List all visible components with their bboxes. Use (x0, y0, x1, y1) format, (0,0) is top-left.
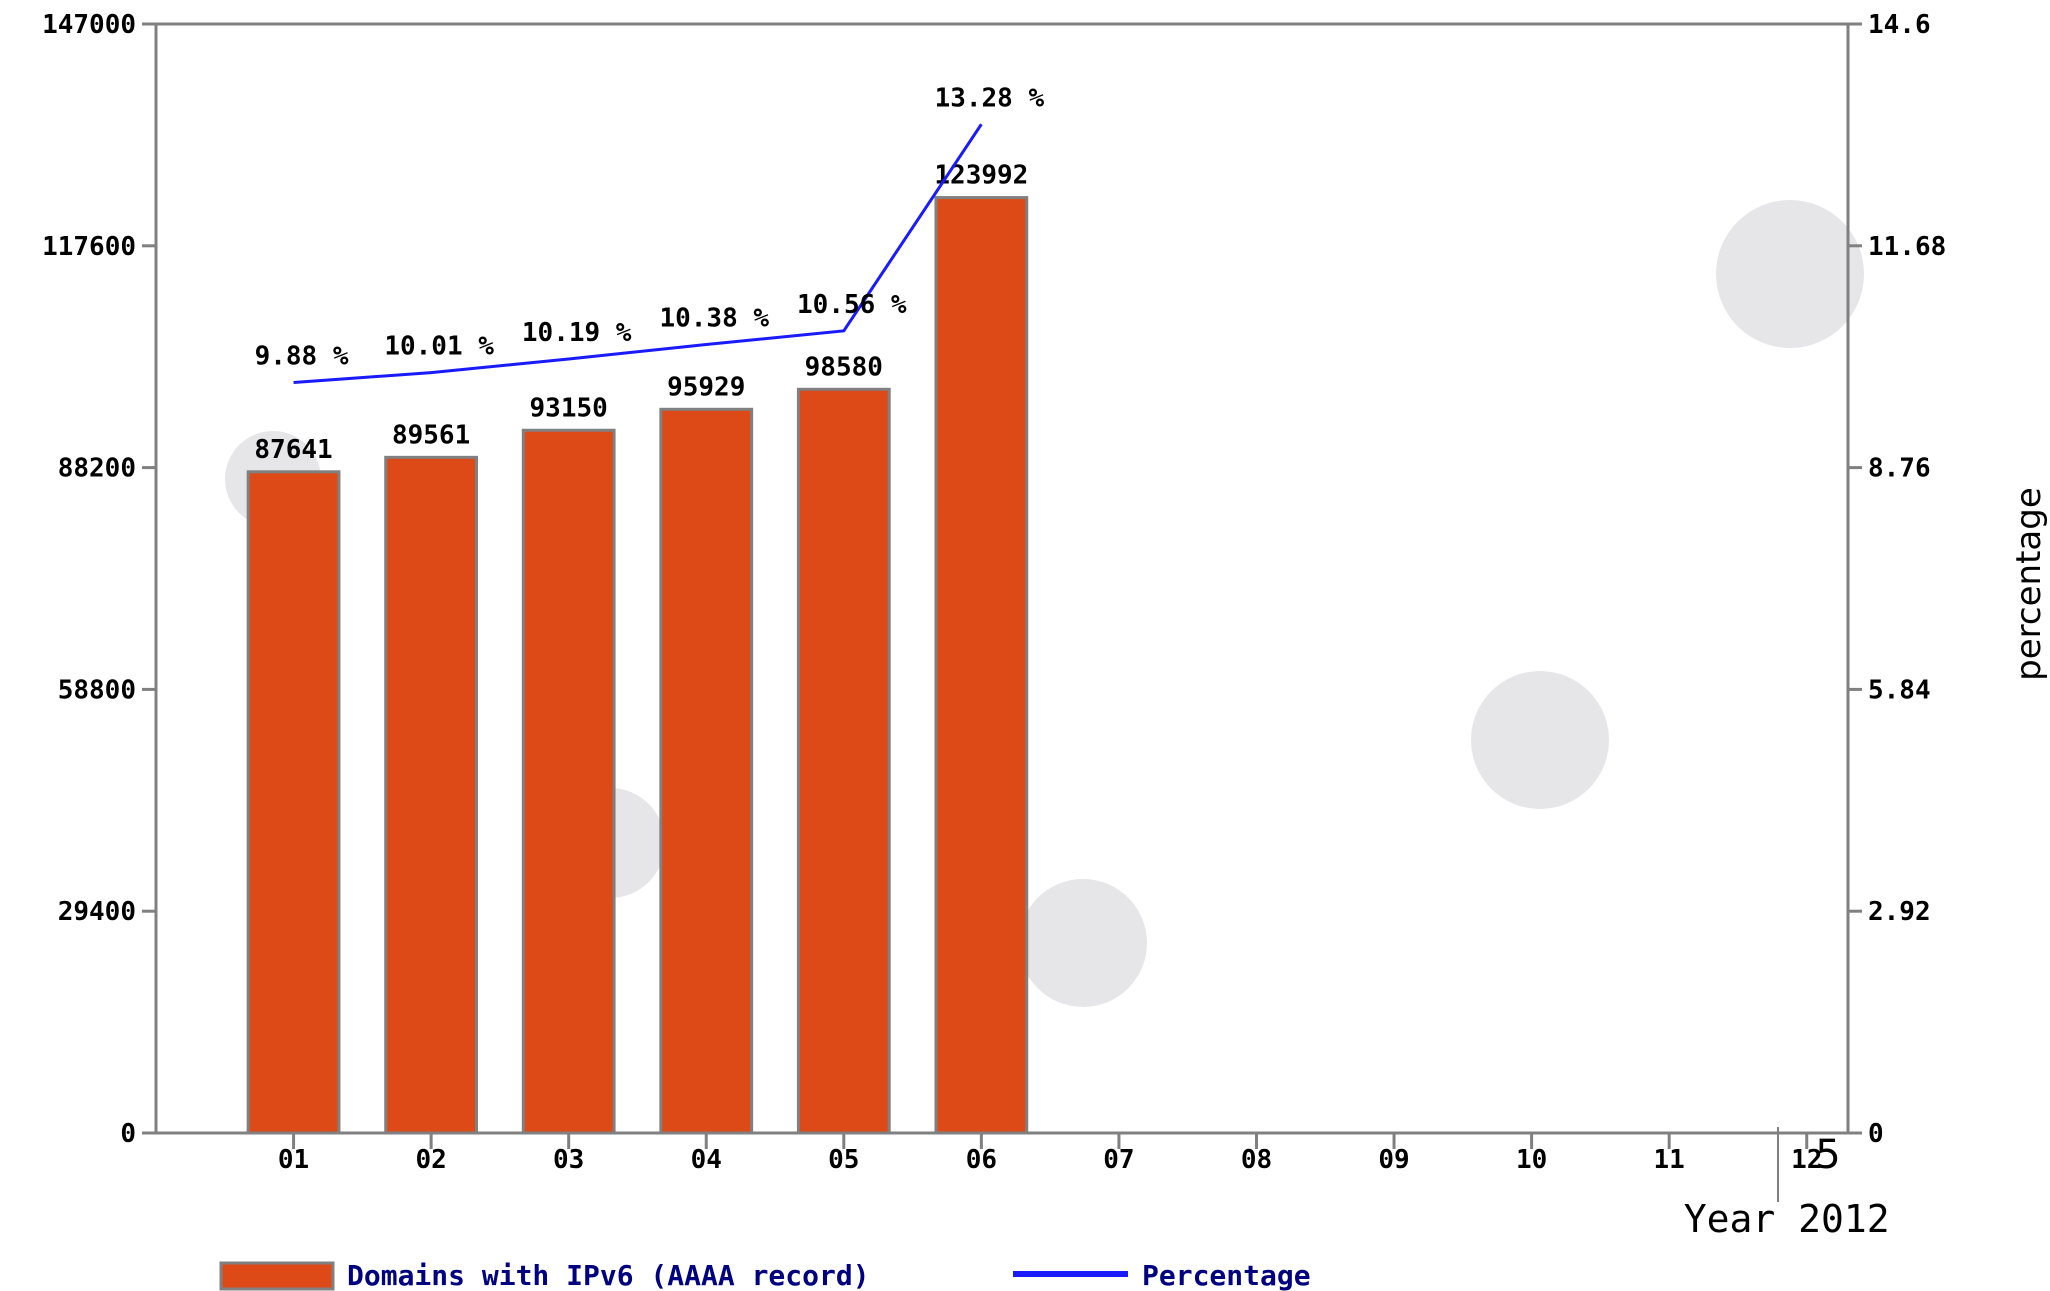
percentage-line (293, 123, 983, 385)
x-tick-label: 09 (1378, 1145, 1409, 1175)
percentage-label: 13.28 % (935, 83, 1045, 113)
legend-line-label: Percentage (1142, 1259, 1311, 1291)
corner-annotation: 5 (1815, 1132, 1840, 1178)
y-tick-label: 88200 (58, 454, 136, 484)
background-circle (1471, 671, 1609, 809)
x-tick-label: 04 (691, 1145, 722, 1175)
y2-tick-label: 14.6 (1868, 10, 1931, 40)
y-tick-label: 0 (120, 1119, 136, 1149)
bar (246, 470, 341, 1135)
bar (934, 196, 1029, 1135)
x-tick-label: 05 (828, 1145, 859, 1175)
bar-value-labels: 87641 89561 93150 95929 98580 123992 (254, 161, 1028, 465)
x-tick-label: 01 (278, 1145, 309, 1175)
x-tick-label: 12 (1791, 1145, 1822, 1175)
y2-axis-label: percentage (2009, 487, 2049, 681)
x-tick-label: 02 (415, 1145, 446, 1175)
percentage-label: 10.01 % (384, 332, 494, 362)
y-tick-label: 58800 (58, 675, 136, 705)
percentage-label: 10.38 % (659, 304, 769, 334)
y-tick-label: 117600 (42, 232, 136, 262)
background-circle (1716, 200, 1864, 348)
percentage-label: 10.56 % (797, 290, 907, 320)
bar (659, 407, 754, 1135)
legend-bar-swatch (219, 1261, 335, 1291)
bar-value-label: 89561 (392, 420, 470, 450)
y2-tick-label: 2.92 (1868, 897, 1931, 927)
y2-tick-label: 5.84 (1868, 675, 1931, 705)
bar (796, 387, 891, 1135)
bar-series (246, 196, 1029, 1135)
bar (521, 428, 616, 1135)
x-tick-label: 11 (1654, 1145, 1685, 1175)
bar-value-label: 95929 (667, 372, 745, 402)
y-tick-label: 29400 (58, 897, 136, 927)
legend: Domains with IPv6 (AAAA record) Percentag… (219, 1259, 1311, 1291)
y2-tick-label: 0 (1868, 1119, 1884, 1149)
percentage-labels: 9.88 % 10.01 % 10.19 % 10.38 % 10.56 % 13.28 … (255, 83, 1045, 371)
x-tick-label: 07 (1103, 1145, 1134, 1175)
bar-value-label: 123992 (934, 161, 1028, 191)
y-tick-label: 147000 (42, 10, 136, 40)
percentage-line-series (293, 123, 983, 385)
bar (384, 455, 479, 1135)
x-tick-label: 10 (1516, 1145, 1547, 1175)
percentage-label: 9.88 % (255, 342, 349, 372)
bar-value-label: 98580 (805, 352, 883, 382)
x-tick-label: 06 (966, 1145, 997, 1175)
y2-tick-label: 8.76 (1868, 454, 1931, 484)
x-axis-label: Year 2012 (1684, 1197, 1890, 1241)
percentage-label: 10.19 % (522, 318, 632, 348)
bar-value-label: 87641 (254, 435, 332, 465)
x-tick-label: 03 (553, 1145, 584, 1175)
axes: 0 29400 58800 88200 117600 147000 0 2.92 5.84 8.7… (42, 10, 1946, 1202)
background-circle (1019, 879, 1147, 1007)
bar-value-label: 93150 (530, 393, 608, 423)
x-tick-label: 08 (1241, 1145, 1272, 1175)
legend-bar-label: Domains with IPv6 (AAAA record) (347, 1259, 870, 1291)
y2-tick-label: 11.68 (1868, 232, 1946, 262)
